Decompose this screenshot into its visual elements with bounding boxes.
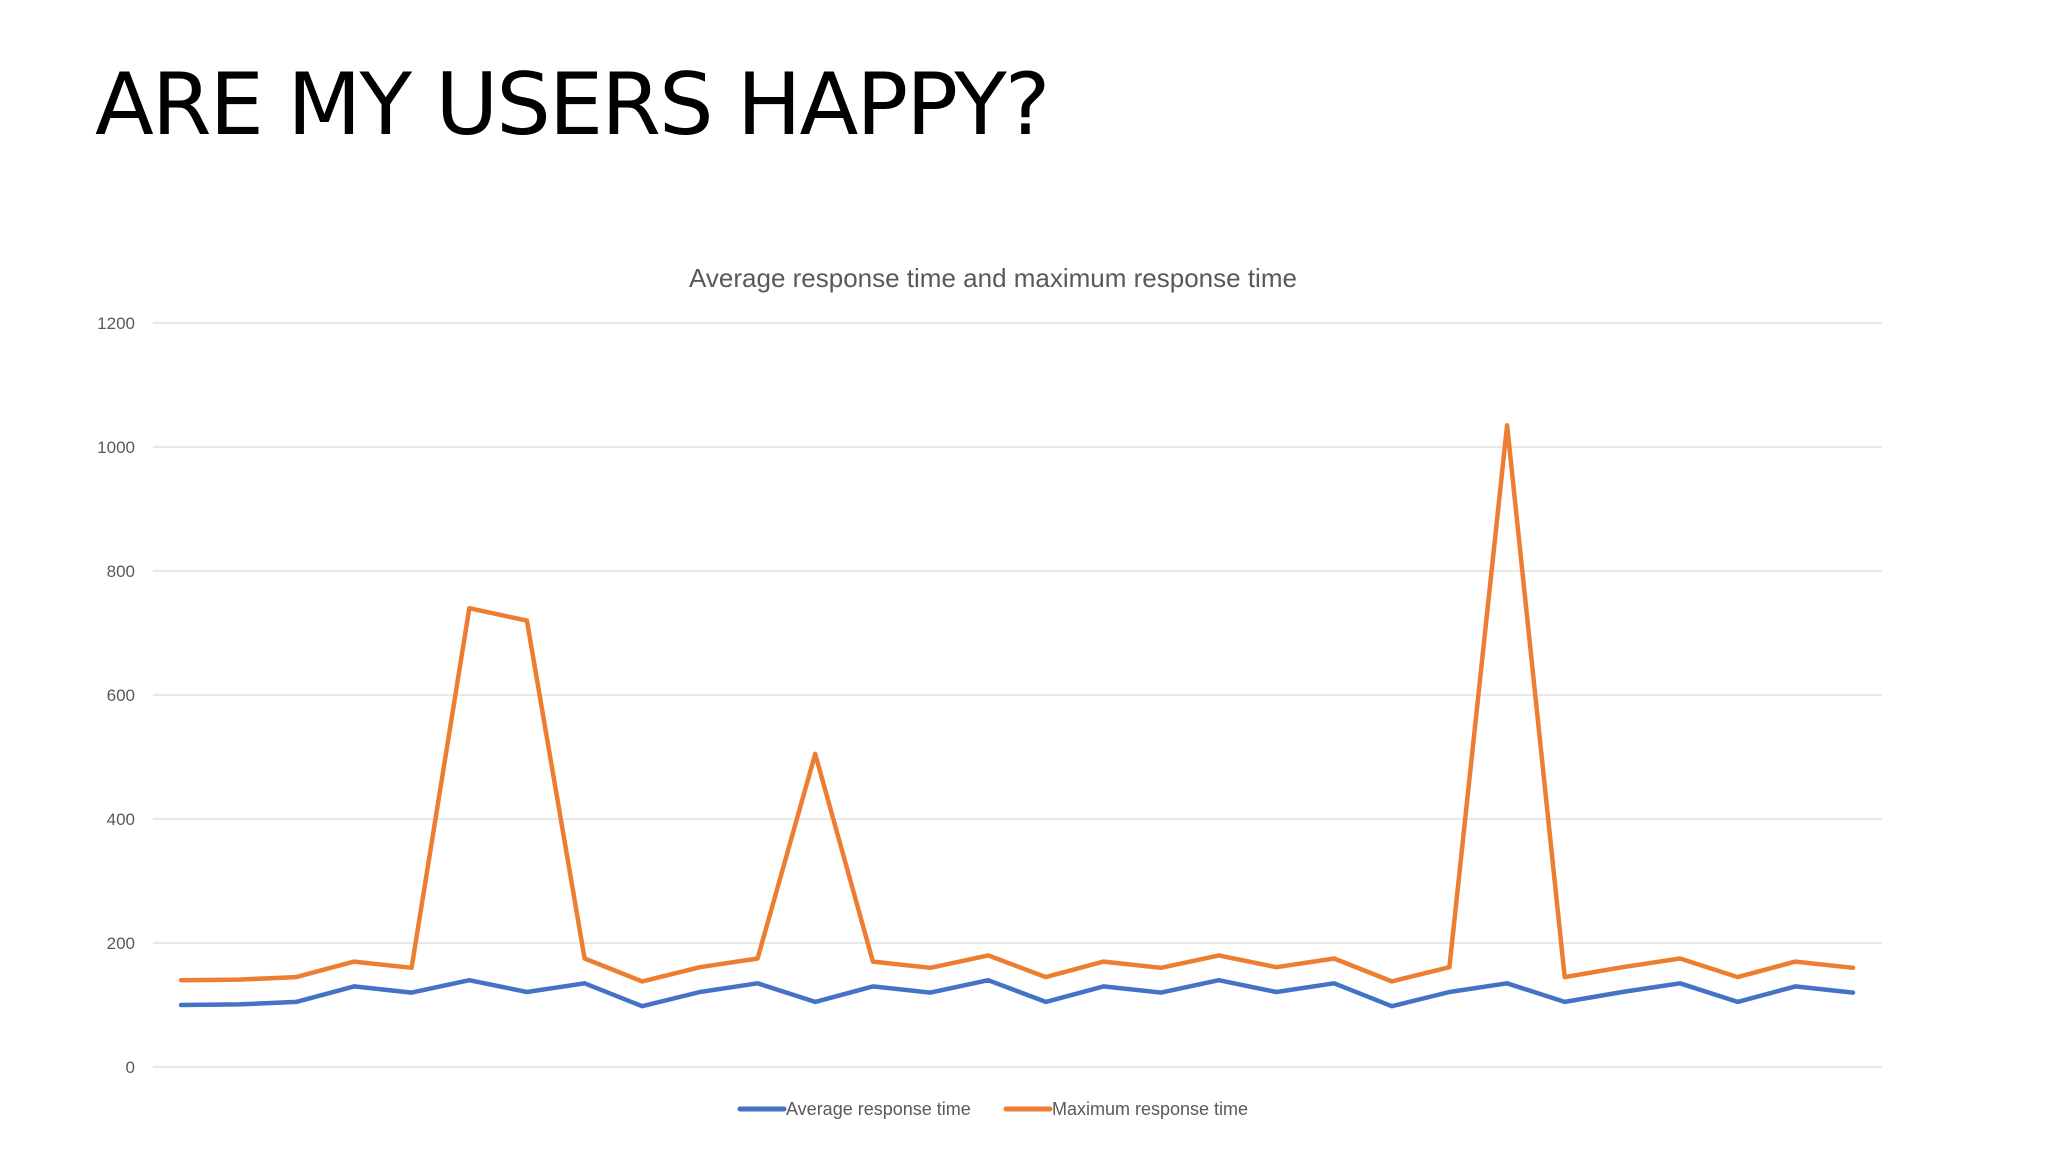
legend-label-maximum: Maximum response time: [1052, 1099, 1248, 1119]
y-tick-label: 400: [107, 810, 135, 829]
y-tick-label: 1000: [97, 438, 135, 457]
chart-legend: Average response time Maximum response ti…: [737, 1099, 1248, 1119]
series-line-average: [178, 977, 1856, 1009]
chart-series: [178, 423, 1856, 1009]
y-axis: 0 200 400 600 800 1000 1200: [97, 314, 135, 1077]
y-tick-label: 200: [107, 934, 135, 953]
y-tick-label: 1200: [97, 314, 135, 333]
legend-label-average: Average response time: [786, 1099, 971, 1119]
chart-title: Average response time and maximum respon…: [689, 263, 1297, 293]
chart-gridlines: [153, 322, 1882, 1068]
y-tick-label: 800: [107, 562, 135, 581]
y-tick-label: 0: [126, 1058, 135, 1077]
slide-title: ARE MY USERS HAPPY?: [95, 55, 1050, 155]
y-tick-label: 600: [107, 686, 135, 705]
series-line-maximum: [178, 423, 1856, 984]
